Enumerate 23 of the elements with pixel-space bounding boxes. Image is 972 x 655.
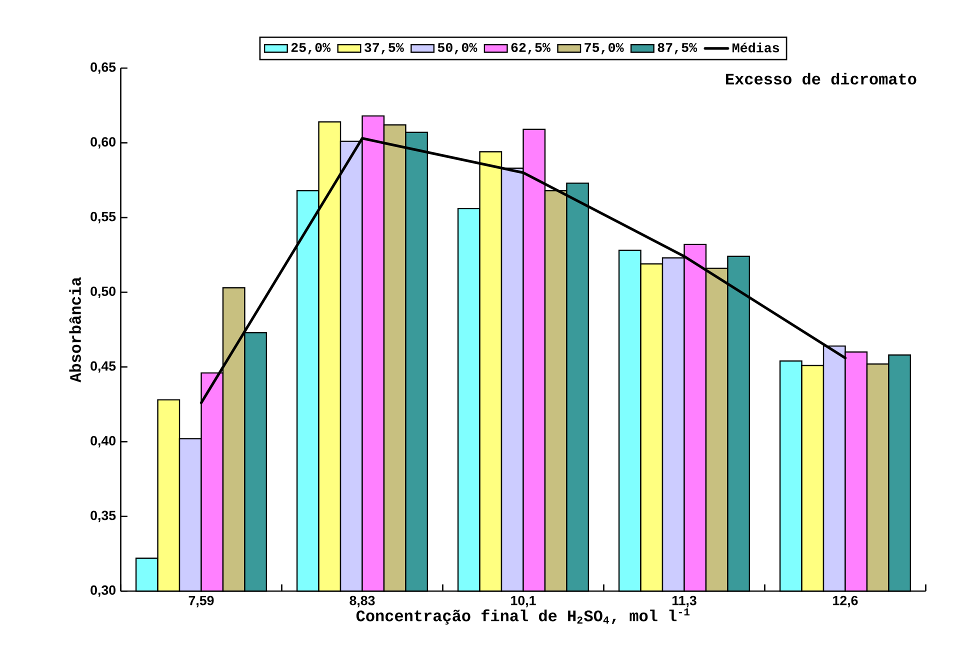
y-axis-title: Absorbância — [69, 277, 81, 382]
legend-label: 25,0% — [291, 42, 331, 54]
legend-label: 87,5% — [658, 42, 698, 54]
y-tick-label: 0,60 — [90, 137, 116, 149]
legend-label: 37,5% — [364, 42, 404, 54]
y-tick-label: 0,50 — [90, 286, 116, 298]
x-tick-label: 10,1 — [511, 596, 536, 608]
legend-label: Médias — [732, 42, 780, 52]
y-tick-label: 0,65 — [90, 62, 116, 74]
x-axis-title: Concentração final de H$_{2}$SO$_{4}$, mol l$^{-1}$ — [356, 608, 690, 625]
x-tick-label: 7,59 — [188, 596, 214, 608]
y-tick-label: 0,45 — [90, 361, 116, 373]
legend-label: 50,0% — [438, 42, 478, 54]
x-tick-label: 12,6 — [833, 596, 858, 608]
y-tick-label: 0,55 — [90, 212, 116, 224]
x-tick-label: 8,83 — [350, 596, 375, 608]
y-tick-label: 0,40 — [90, 436, 116, 448]
annotation: Excesso de dicromato — [726, 72, 916, 85]
y-tick-label: 0,35 — [90, 510, 116, 522]
x-tick-label: 11,3 — [672, 596, 696, 608]
legend-label: 62,5% — [511, 42, 550, 54]
y-tick-label: 0,30 — [90, 585, 116, 597]
legend-label: 75,0% — [584, 42, 624, 54]
